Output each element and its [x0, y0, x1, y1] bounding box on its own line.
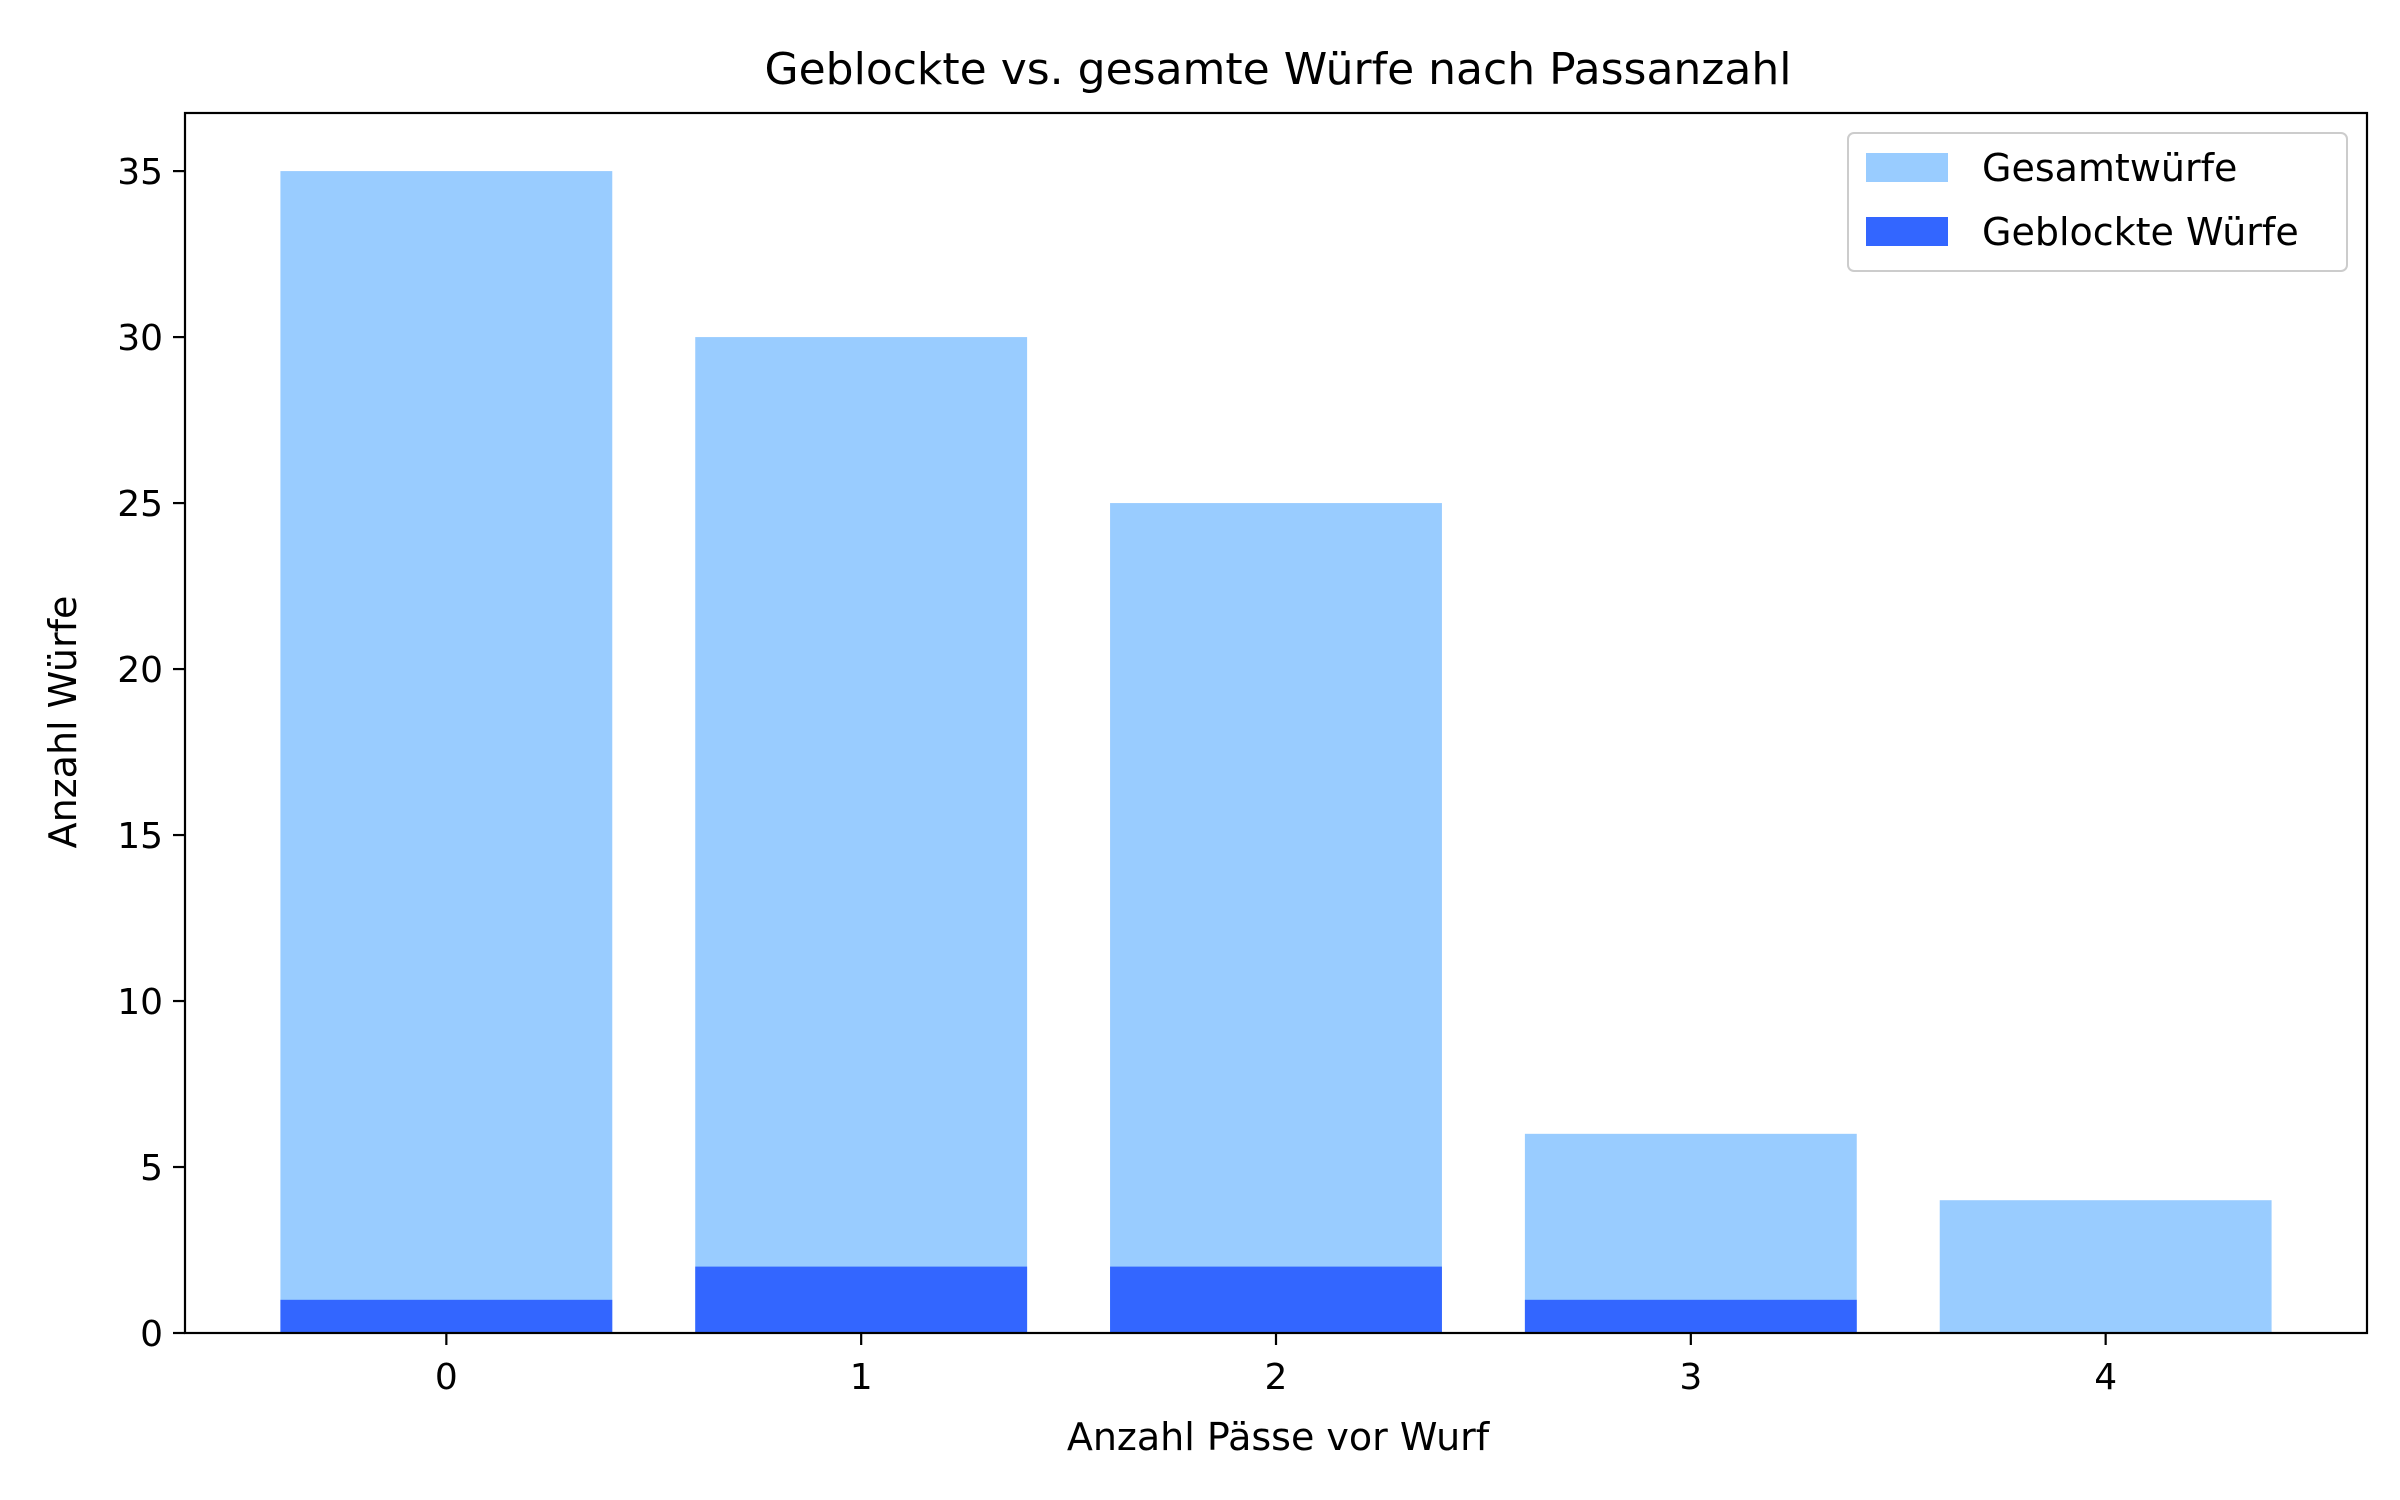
bar-total-2 [1110, 503, 1442, 1334]
legend-swatch [1866, 217, 1948, 246]
y-tick-label: 30 [117, 318, 163, 359]
y-axis-label: Anzahl Würfe [41, 596, 85, 849]
bar-total-1 [695, 337, 1028, 1333]
bar-blocked-0 [280, 1299, 613, 1333]
legend: Gesamtwürfe Geblockte Würfe [1847, 132, 2348, 272]
bar-total-0 [280, 171, 613, 1334]
y-tick-label: 35 [117, 152, 163, 193]
x-tick-label: 1 [850, 1357, 873, 1398]
y-tick-label: 20 [117, 650, 163, 691]
x-tick-label: 3 [1679, 1357, 1702, 1398]
legend-box [1847, 132, 2348, 272]
legend-swatch [1866, 153, 1948, 182]
legend-label: Geblockte Würfe [1982, 210, 2299, 254]
chart-title: Geblockte vs. gesamte Würfe nach Passanz… [765, 44, 1792, 95]
bar-blocked-1 [695, 1266, 1028, 1333]
y-tick-label: 5 [140, 1148, 163, 1189]
y-tick-label: 25 [117, 484, 163, 525]
x-tick-label: 4 [2094, 1357, 2117, 1398]
x-axis-label: Anzahl Pässe vor Wurf [1067, 1415, 1491, 1459]
bar-blocked-2 [1110, 1266, 1442, 1333]
legend-label: Gesamtwürfe [1982, 146, 2237, 190]
x-tick-label: 2 [1265, 1357, 1288, 1398]
bars-group [280, 171, 2272, 1334]
y-tick-label: 15 [117, 816, 163, 857]
bar-total-4 [1939, 1200, 2272, 1333]
axes-group: 0 5 10 15 20 25 30 35 0 1 2 3 4 [117, 111, 2369, 1398]
y-tick-label: 10 [117, 982, 163, 1023]
bar-blocked-3 [1524, 1299, 1857, 1333]
x-tick-label: 0 [435, 1357, 458, 1398]
y-tick-label: 0 [140, 1314, 163, 1355]
